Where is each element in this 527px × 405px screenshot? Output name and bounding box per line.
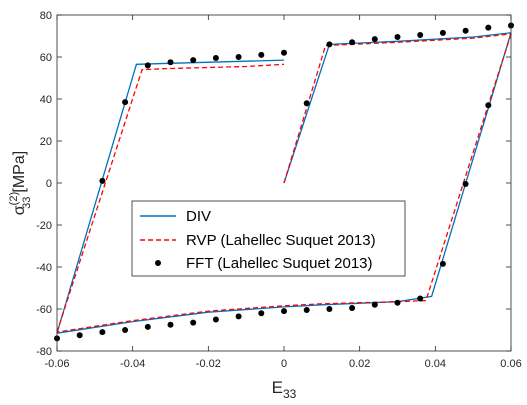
y-tick-label: -80 [36, 346, 52, 358]
fft-point [122, 99, 129, 106]
fft-point [144, 62, 151, 69]
y-axis-label: σ(2)33 [MPa] [8, 151, 33, 215]
x-axis-label-sub: 33 [283, 387, 297, 401]
fft-point [303, 307, 310, 314]
y-tick-label: 80 [40, 10, 52, 22]
fft-point [462, 181, 469, 188]
fft-point [167, 59, 174, 66]
series-div-line [283, 32, 512, 184]
fft-point [144, 323, 151, 330]
fft-point [394, 34, 401, 41]
y-axis-label-sigma: σ [11, 205, 28, 215]
fft-point [258, 310, 265, 317]
fft-point [326, 41, 333, 48]
legend-swatch-fft [155, 260, 161, 266]
fft-point [485, 24, 492, 31]
legend-box [131, 200, 406, 277]
plot-frame [56, 14, 512, 352]
fft-point [326, 306, 333, 312]
y-tick-label: -40 [36, 262, 52, 274]
y-axis-label-sup: (2) [8, 192, 20, 205]
x-ticks: -0.06 -0.04 -0.02 0 0.02 0.04 0.06 [44, 15, 522, 370]
fft-point [417, 31, 424, 38]
x-axis-label-main: E [272, 378, 283, 397]
fft-point [417, 295, 424, 302]
x-tick-label: -0.06 [44, 358, 69, 370]
fft-point [212, 55, 219, 62]
fft-point [99, 329, 106, 336]
y-tick-label: -60 [36, 304, 52, 316]
fft-point [190, 57, 197, 64]
y-axis-label-unit: [MPa] [11, 151, 28, 193]
fft-point [122, 327, 129, 333]
fft-point [235, 313, 242, 320]
x-tick-label: 0.04 [425, 358, 446, 370]
series-layer [54, 22, 514, 342]
series-div-line [56, 32, 512, 334]
x-tick-label: 0.06 [500, 358, 521, 370]
y-tick-label: -20 [36, 220, 52, 232]
fft-point [439, 260, 446, 267]
fft-point [258, 51, 265, 58]
fft-point [212, 316, 219, 323]
y-axis-label-sub: 33 [21, 197, 33, 209]
legend-label-rvp: RVP (Lahellec Suquet 2013) [186, 232, 376, 249]
fft-point [76, 332, 83, 339]
y-ticks: -80 -60 -40 -20 0 20 40 60 80 [36, 10, 511, 358]
legend-label-div: DIV [186, 208, 211, 225]
fft-point [235, 54, 242, 60]
x-tick-label: -0.04 [120, 358, 145, 370]
fft-point [281, 49, 287, 56]
y-tick-label: 60 [40, 52, 52, 64]
fft-point [167, 321, 174, 328]
fft-point [371, 301, 378, 308]
y-tick-label: 40 [40, 94, 52, 106]
fft-point [281, 308, 287, 315]
fft-point [371, 36, 378, 43]
y-tick-label: 0 [46, 178, 52, 190]
fft-point [485, 102, 492, 109]
fft-point [190, 319, 197, 326]
x-tick-label: 0 [281, 358, 287, 370]
fft-point [349, 304, 356, 311]
fft-point [99, 177, 106, 184]
fft-point [462, 27, 469, 34]
y-tick-label: 20 [40, 136, 52, 148]
fft-point [349, 39, 356, 46]
x-axis-label: E33 [272, 378, 297, 401]
series-rvp-line [283, 33, 512, 184]
fft-point [303, 100, 310, 107]
x-tick-label: -0.02 [196, 358, 221, 370]
x-tick-label: 0.02 [349, 358, 370, 370]
series-rvp-line [56, 63, 285, 333]
fft-point [394, 299, 401, 306]
legend-label-fft: FFT (Lahellec Suquet 2013) [186, 255, 373, 272]
legend: DIV RVP (Lahellec Suquet 2013) FFT (Lahe… [131, 200, 406, 277]
fft-point [439, 29, 446, 36]
